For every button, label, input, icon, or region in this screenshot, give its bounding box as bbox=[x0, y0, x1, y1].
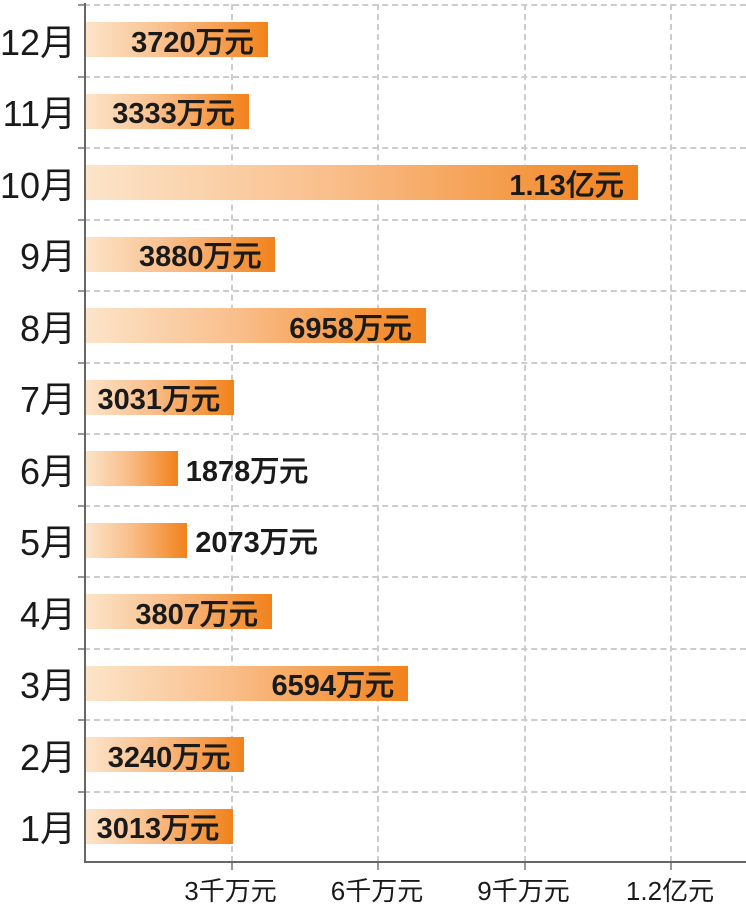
y-axis-month-label: 11月 bbox=[2, 93, 76, 135]
x-tick-mark bbox=[523, 863, 526, 870]
y-axis-month-label: 5月 bbox=[19, 522, 76, 564]
x-tick-label: 9千万元 bbox=[477, 876, 570, 906]
gridline-horizontal bbox=[84, 790, 746, 793]
y-axis-month-label: 3月 bbox=[19, 665, 76, 707]
bar-value-label: 2073万元 bbox=[195, 527, 318, 560]
bar bbox=[86, 308, 426, 344]
y-axis-month-label: 2月 bbox=[19, 736, 76, 778]
gridline-horizontal bbox=[84, 4, 746, 6]
y-tick-mark bbox=[78, 576, 84, 578]
bar bbox=[86, 451, 178, 487]
x-tick-label: 1.2亿元 bbox=[625, 876, 715, 906]
bar bbox=[86, 808, 234, 844]
bar bbox=[86, 379, 234, 415]
bar-value-label: 3880万元 bbox=[138, 241, 262, 274]
bar-value-label: 3807万元 bbox=[135, 598, 258, 631]
y-tick-mark bbox=[78, 361, 84, 364]
y-tick-mark bbox=[78, 75, 84, 78]
gridline-horizontal bbox=[84, 504, 746, 507]
y-tick-mark bbox=[78, 147, 84, 149]
bar-value-label: 1.13亿元 bbox=[509, 169, 624, 202]
gridline-horizontal bbox=[84, 647, 746, 650]
bar bbox=[86, 93, 249, 129]
y-axis-month-label: 1月 bbox=[19, 808, 76, 850]
y-axis-month-label: 4月 bbox=[19, 593, 76, 635]
gridline-horizontal bbox=[84, 290, 746, 292]
y-axis-month-label: 12月 bbox=[0, 21, 76, 63]
bar bbox=[86, 594, 272, 630]
bar-value-label: 1878万元 bbox=[185, 455, 309, 488]
y-axis-line bbox=[84, 3, 86, 862]
bar bbox=[86, 22, 268, 58]
bar-value-label: 3013万元 bbox=[96, 813, 220, 846]
bar-value-label: 3720万元 bbox=[131, 26, 254, 59]
bar bbox=[86, 236, 276, 272]
bar bbox=[86, 665, 408, 701]
y-tick-mark bbox=[78, 790, 84, 793]
bar-value-label: 6958万元 bbox=[289, 312, 412, 345]
y-axis-month-label: 6月 bbox=[19, 450, 76, 492]
y-tick-mark bbox=[78, 4, 84, 6]
gridline-vertical bbox=[230, 4, 233, 862]
y-tick-mark bbox=[78, 647, 84, 650]
y-tick-mark bbox=[78, 218, 84, 221]
bar bbox=[86, 737, 245, 773]
gridline-horizontal bbox=[84, 433, 746, 435]
gridline-vertical bbox=[670, 4, 672, 862]
y-tick-mark bbox=[78, 719, 84, 721]
y-tick-mark bbox=[78, 504, 84, 507]
gridline-horizontal bbox=[84, 576, 746, 578]
x-tick-mark bbox=[377, 863, 379, 870]
x-axis-line bbox=[84, 861, 746, 863]
bar bbox=[86, 522, 188, 558]
x-tick-label: 6千万元 bbox=[330, 876, 424, 906]
y-axis-month-label: 7月 bbox=[19, 379, 76, 421]
y-axis-month-label: 10月 bbox=[0, 164, 76, 206]
gridline-horizontal bbox=[84, 75, 746, 78]
gridline-horizontal bbox=[84, 719, 746, 721]
bar-value-label: 6594万元 bbox=[271, 670, 394, 703]
y-axis-month-label: 9月 bbox=[19, 236, 76, 278]
x-tick-label: 3千万元 bbox=[184, 876, 277, 906]
gridline-horizontal bbox=[84, 218, 746, 221]
x-tick-mark bbox=[230, 863, 233, 870]
gridline-vertical bbox=[523, 4, 526, 862]
gridline-horizontal bbox=[84, 361, 746, 364]
x-tick-mark bbox=[670, 863, 672, 870]
y-axis-month-label: 8月 bbox=[19, 307, 76, 349]
y-tick-mark bbox=[78, 433, 84, 435]
bar-value-label: 3333万元 bbox=[112, 98, 235, 131]
bar-value-label: 3031万元 bbox=[97, 384, 220, 417]
bar bbox=[86, 165, 638, 201]
gridline-horizontal bbox=[84, 147, 746, 149]
y-tick-mark bbox=[78, 290, 84, 292]
bar-value-label: 3240万元 bbox=[107, 741, 231, 774]
gridline-vertical bbox=[377, 4, 379, 862]
